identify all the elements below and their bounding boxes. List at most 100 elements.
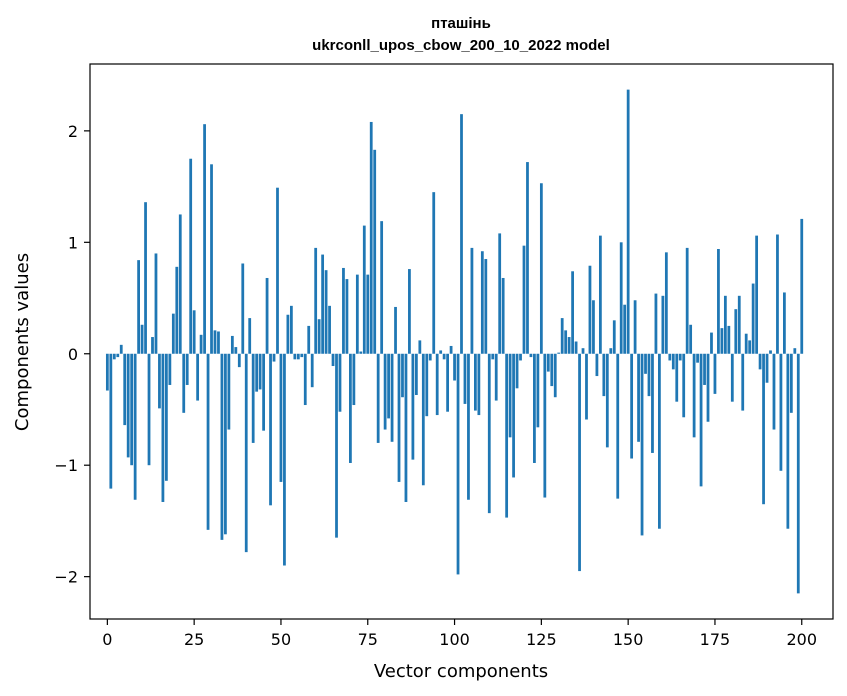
bar-77 — [373, 149, 377, 354]
bar-187 — [755, 235, 759, 354]
bar-144 — [605, 353, 609, 448]
bar-200 — [800, 218, 804, 354]
y-tick-label-3: 1 — [68, 233, 78, 252]
bar-128 — [550, 353, 554, 387]
bar-67 — [338, 353, 342, 412]
bar-172 — [703, 353, 706, 385]
bar-79 — [380, 221, 384, 354]
bar-123 — [533, 353, 536, 463]
bar-180 — [730, 353, 734, 402]
bar-86 — [404, 353, 408, 502]
bar-63 — [324, 270, 328, 354]
chart-title-line1: пташінь — [431, 15, 491, 32]
bar-20 — [175, 266, 179, 354]
x-axis-label: Vector components — [374, 661, 548, 682]
bar-87 — [408, 269, 411, 354]
bar-160 — [661, 295, 665, 354]
bar-149 — [623, 304, 627, 354]
bar-165 — [678, 353, 682, 361]
bar-158 — [654, 293, 658, 354]
bar-145 — [609, 348, 613, 354]
bar-139 — [588, 265, 592, 354]
bar-173 — [706, 353, 710, 422]
bar-71 — [352, 353, 356, 406]
bar-6 — [126, 353, 130, 458]
bar-85 — [401, 353, 404, 398]
bar-2 — [112, 353, 116, 360]
bar-17 — [164, 353, 168, 481]
bar-188 — [758, 353, 762, 370]
y-axis-label: Components values — [12, 253, 33, 431]
x-tick-label-6: 150 — [613, 630, 644, 649]
bar-14 — [154, 253, 158, 354]
bar-7 — [130, 353, 134, 466]
bar-90 — [418, 340, 422, 354]
bar-113 — [498, 233, 502, 354]
bar-42 — [251, 353, 255, 443]
bar-137 — [581, 348, 585, 354]
y-tick-label-1: −1 — [54, 456, 78, 475]
bar-18 — [168, 353, 172, 385]
bar-129 — [553, 353, 557, 398]
bar-59 — [310, 353, 314, 388]
bar-3 — [116, 353, 120, 358]
bar-178 — [723, 295, 727, 354]
bar-161 — [664, 252, 668, 354]
bar-186 — [751, 283, 755, 354]
bar-95 — [435, 353, 439, 416]
bar-97 — [442, 353, 446, 360]
bar-115 — [505, 353, 509, 518]
bar-150 — [626, 89, 630, 354]
bar-81 — [387, 353, 390, 419]
bar-10 — [140, 324, 144, 354]
bar-51 — [283, 353, 286, 566]
bar-190 — [765, 353, 769, 383]
bar-21 — [178, 214, 182, 354]
bar-24 — [189, 158, 193, 354]
bar-184 — [744, 333, 748, 354]
bar-169 — [692, 353, 696, 438]
bar-5 — [123, 353, 127, 426]
bar-82 — [390, 353, 394, 442]
bar-151 — [630, 353, 634, 459]
bar-142 — [598, 235, 602, 354]
bar-52 — [286, 314, 290, 354]
bar-116 — [508, 353, 512, 438]
bar-61 — [317, 319, 321, 354]
bar-43 — [255, 353, 259, 392]
bar-146 — [612, 320, 616, 354]
bar-9 — [137, 260, 140, 354]
bar-156 — [647, 353, 651, 397]
bar-22 — [182, 353, 186, 413]
bar-15 — [158, 353, 161, 409]
bar-64 — [328, 305, 331, 354]
bars-group — [105, 89, 804, 594]
bar-68 — [342, 267, 345, 354]
bar-179 — [727, 325, 731, 354]
y-tick-label-2: 0 — [68, 345, 78, 364]
bar-162 — [668, 353, 672, 361]
bar-131 — [560, 318, 564, 354]
bar-13 — [151, 337, 154, 354]
bar-19 — [171, 313, 175, 354]
bar-54 — [293, 353, 297, 360]
bar-199 — [796, 353, 800, 594]
bar-196 — [786, 353, 790, 529]
bar-89 — [414, 353, 418, 395]
bar-94 — [432, 192, 436, 354]
x-tick-label-7: 175 — [700, 630, 731, 649]
bar-182 — [737, 295, 741, 354]
bar-132 — [564, 330, 568, 354]
bar-48 — [272, 353, 276, 362]
bar-47 — [269, 353, 272, 506]
bar-114 — [501, 277, 505, 354]
bar-55 — [296, 353, 300, 360]
bar-25 — [192, 310, 196, 354]
bar-189 — [762, 353, 765, 505]
bar-36 — [230, 335, 234, 354]
bar-26 — [196, 353, 200, 401]
bar-88 — [411, 353, 415, 460]
bar-32 — [217, 331, 220, 354]
bar-108 — [480, 251, 484, 354]
bar-198 — [793, 348, 797, 354]
